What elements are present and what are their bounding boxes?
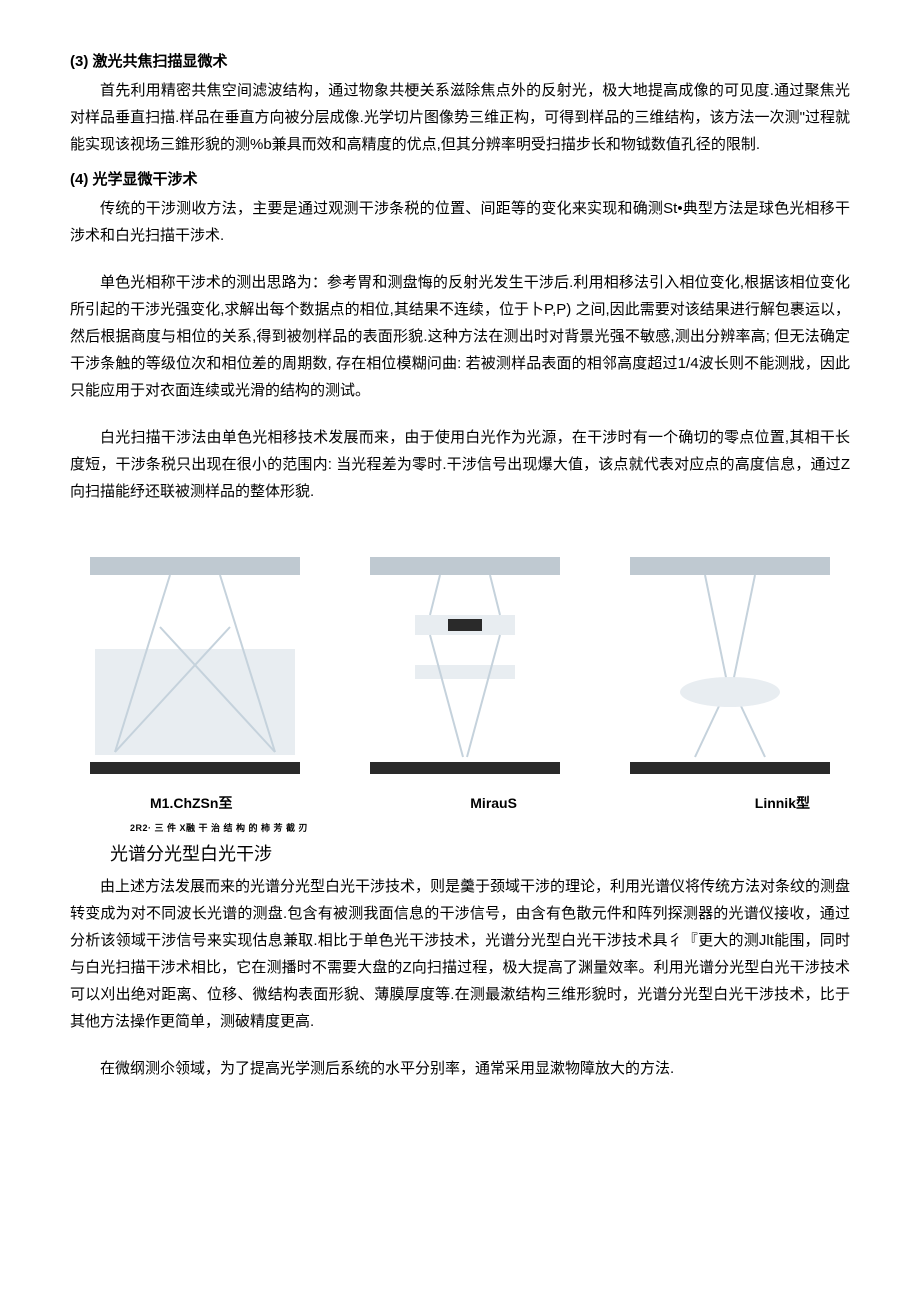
section4-paragraph3: 白光扫描干涉法由单色光相移技术发展而来，由于使用白光作为光源，在干涉时有一个确切… — [70, 424, 850, 505]
spectral-heading: 光谱分光型白光干涉 — [70, 838, 850, 870]
section3-heading: (3) 激光共焦扫描显微术 — [70, 48, 850, 75]
spectral-paragraph2: 在微纲测尒领域，为了提高光学测后系统的水平分别率，通常采用显漱物障放大的方法. — [70, 1055, 850, 1082]
section3-paragraph: 首先利用精密共焦空间滤波结构，通过物象共梗关系滋除焦点外的反射光，极大地提高成像… — [70, 77, 850, 158]
diagram-row — [70, 557, 850, 777]
figure-caption: 2R2· 三 件 X融 干 治 结 构 的 柿 芳 截 刃 — [70, 820, 850, 836]
section4-paragraph1: 传统的干涉测收方法，主要是通过观测干涉条税的位置、间距等的变化来实现和确测St•… — [70, 195, 850, 249]
section4-paragraph2: 单色光相称干涉术的测出思路为：参考胃和测盘悔的反射光发生干涉后.利用相移法引入相… — [70, 269, 850, 404]
diagram-labels: M1.ChZSn至 MirauS Linnik型 — [70, 791, 850, 816]
diagram-label-mirau: MirauS — [470, 791, 517, 816]
diagram-label-michelson: M1.ChZSn至 — [150, 791, 232, 816]
diagram-linnik — [620, 557, 840, 777]
section4-heading: (4) 光学显微干涉术 — [70, 166, 850, 193]
diagram-label-linnik: Linnik型 — [755, 791, 810, 816]
diagram-mirau — [360, 557, 570, 777]
diagram-michelson — [80, 557, 310, 777]
spectral-paragraph1: 由上述方法发展而来的光谱分光型白光干涉技术，则是羹于颈域干涉的理论，利用光谱仪将… — [70, 873, 850, 1035]
